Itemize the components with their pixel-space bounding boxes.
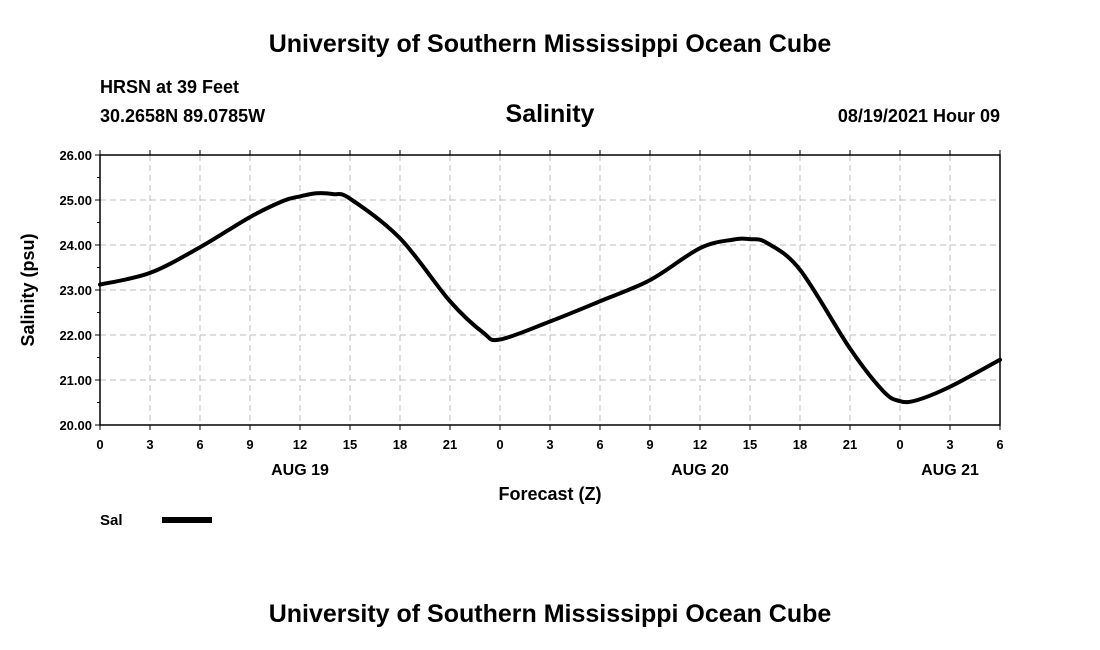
- legend-label: Sal: [100, 512, 123, 529]
- y-tick-label: 24.00: [59, 238, 92, 253]
- x-tick-label: 21: [843, 437, 857, 452]
- x-tick-label: 15: [743, 437, 757, 452]
- grid-lines: [100, 155, 1000, 425]
- run-time-label: 08/19/2021 Hour 09: [837, 106, 1000, 126]
- chart-title: University of Southern Mississippi Ocean…: [268, 30, 832, 58]
- x-tick-label: 18: [393, 437, 407, 452]
- x-tick-label: 3: [146, 437, 153, 452]
- y-axis: 20.00 21.00 22.00 23.00 24.00 25.00 26.00: [59, 148, 100, 433]
- x-tick-label: 18: [793, 437, 807, 452]
- x-tick-label: 3: [546, 437, 553, 452]
- y-tick-label: 22.00: [59, 328, 92, 343]
- date-label: AUG 21: [921, 462, 979, 479]
- x-tick-label: 6: [196, 437, 203, 452]
- chart-subtitle: Salinity: [505, 100, 595, 128]
- y-tick-label: 23.00: [59, 283, 92, 298]
- x-tick-label: 9: [646, 437, 653, 452]
- x-axis-title: Forecast (Z): [498, 484, 601, 504]
- date-label: AUG 20: [671, 462, 729, 479]
- x-tick-label: 0: [496, 437, 503, 452]
- x-tick-label: 0: [96, 437, 103, 452]
- x-axis: 0 3 6 9 12 15 18 21 0 3 6 9 12 15 18 21 0 3 6: [96, 150, 1004, 452]
- x-tick-label: 21: [443, 437, 457, 452]
- y-tick-label: 26.00: [59, 148, 92, 163]
- station-label: HRSN at 39 Feet: [100, 77, 240, 97]
- date-label: AUG 19: [271, 462, 329, 479]
- x-tick-label: 12: [693, 437, 707, 452]
- date-labels: AUG 19 AUG 20 AUG 21: [271, 462, 979, 479]
- x-tick-label: 12: [293, 437, 307, 452]
- y-tick-label: 21.00: [59, 373, 92, 388]
- x-tick-label: 6: [596, 437, 603, 452]
- series-line-sal: [98, 191, 1002, 405]
- x-tick-label: 0: [896, 437, 903, 452]
- y-tick-label: 20.00: [59, 418, 92, 433]
- x-tick-label: 15: [343, 437, 357, 452]
- footer-title: University of Southern Mississippi Ocean…: [268, 600, 832, 628]
- y-axis-title: Salinity (psu): [18, 233, 38, 346]
- x-tick-label: 9: [246, 437, 253, 452]
- x-tick-label: 6: [996, 437, 1003, 452]
- x-tick-label: 3: [946, 437, 953, 452]
- coordinates-label: 30.2658N 89.0785W: [100, 106, 266, 126]
- y-tick-label: 25.00: [59, 193, 92, 208]
